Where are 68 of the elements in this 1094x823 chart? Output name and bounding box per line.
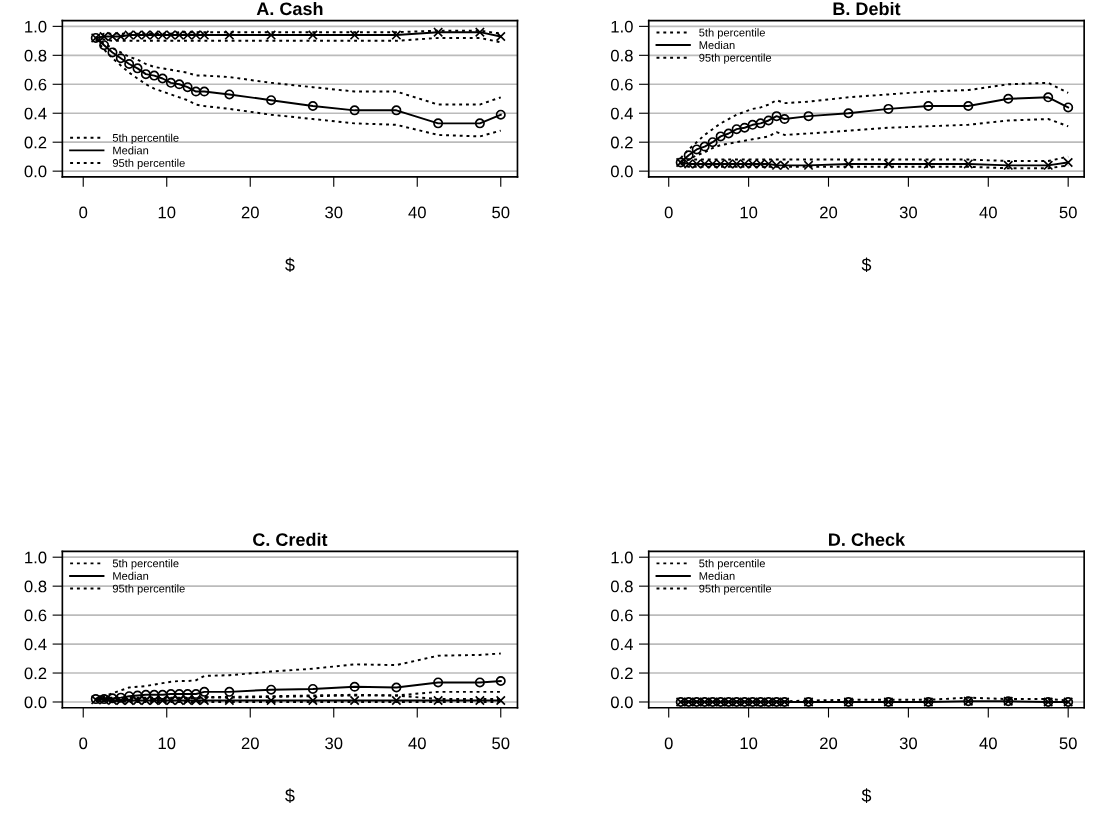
x-tick-label: 10 bbox=[740, 206, 758, 219]
x-tick-label: 20 bbox=[241, 206, 259, 219]
legend-label: 5th percentile bbox=[112, 133, 179, 145]
y-tick-label: 0.4 bbox=[610, 638, 633, 651]
legend-label: 5th percentile bbox=[699, 559, 765, 570]
y-tick-label: 0.8 bbox=[24, 580, 47, 593]
x-tick-label: 0 bbox=[664, 206, 673, 219]
y-tick-label: 0.8 bbox=[24, 49, 47, 62]
y-tick-label: 0.0 bbox=[610, 165, 633, 178]
y-tick-label: 0.2 bbox=[610, 667, 633, 680]
x-tick-label: 0 bbox=[664, 737, 673, 750]
legend-label: Median bbox=[113, 571, 149, 580]
x-tick-label: 40 bbox=[979, 206, 997, 219]
x-tick-label: 40 bbox=[979, 737, 997, 750]
y-tick-label: 0.2 bbox=[24, 667, 47, 680]
legend-label: 95th percentile bbox=[112, 158, 185, 170]
x-tick-label: 30 bbox=[325, 737, 343, 750]
x-tick-label: 10 bbox=[158, 206, 176, 219]
x-tick-label: 50 bbox=[1059, 206, 1077, 219]
chart-title: A. Cash bbox=[256, 1, 323, 16]
y-tick-label: 0.6 bbox=[610, 78, 633, 91]
x-tick-label: 50 bbox=[492, 737, 510, 750]
chart-title: B. Debit bbox=[833, 1, 901, 16]
legend-label: 5th percentile bbox=[112, 559, 179, 570]
y-tick-label: 1.0 bbox=[25, 20, 47, 33]
y-tick-label: 0.4 bbox=[610, 107, 633, 120]
x-tick-label: 50 bbox=[492, 206, 510, 219]
legend-label: 95th percentile bbox=[112, 584, 185, 595]
y-tick-label: 0.0 bbox=[24, 165, 47, 178]
x-axis-title: $ bbox=[285, 788, 295, 803]
x-tick-label: 30 bbox=[899, 737, 918, 750]
legend-label: 5th percentile bbox=[699, 28, 765, 39]
legend-label: Median bbox=[699, 40, 735, 50]
legend-label: 95th percentile bbox=[699, 584, 772, 595]
chart-title: D. Check bbox=[829, 532, 906, 547]
x-tick-label: 10 bbox=[158, 737, 176, 750]
x-tick-label: 40 bbox=[408, 206, 426, 219]
y-tick-label: 0.2 bbox=[24, 136, 47, 149]
x-tick-label: 0 bbox=[79, 206, 88, 219]
x-tick-label: 10 bbox=[740, 737, 758, 750]
y-tick-label: 0.4 bbox=[24, 638, 47, 651]
x-tick-label: 20 bbox=[241, 737, 259, 750]
x-tick-label: 40 bbox=[408, 737, 426, 750]
x-tick-label: 20 bbox=[820, 737, 838, 750]
legend-label: Median bbox=[113, 146, 149, 155]
y-tick-label: 0.0 bbox=[24, 696, 47, 709]
y-tick-label: 0.2 bbox=[610, 136, 633, 149]
x-axis-title: $ bbox=[861, 257, 872, 273]
x-tick-label: 0 bbox=[79, 737, 88, 750]
x-tick-label: 30 bbox=[899, 206, 918, 219]
y-tick-label: 1.0 bbox=[611, 551, 633, 564]
x-tick-label: 50 bbox=[1059, 737, 1077, 750]
y-tick-label: 0.6 bbox=[24, 78, 47, 91]
y-tick-label: 1.0 bbox=[611, 20, 633, 33]
x-axis-title: $ bbox=[285, 257, 295, 273]
legend-label: 95th percentile bbox=[699, 53, 772, 64]
legend-label: Median bbox=[699, 571, 735, 580]
y-tick-label: 1.0 bbox=[25, 551, 47, 564]
chart-title: C. Credit bbox=[253, 532, 328, 547]
x-tick-label: 30 bbox=[325, 206, 343, 219]
x-axis-title: $ bbox=[861, 788, 872, 803]
y-tick-label: 0.8 bbox=[610, 49, 633, 62]
y-tick-label: 0.6 bbox=[24, 609, 47, 622]
y-tick-label: 0.4 bbox=[24, 107, 47, 120]
y-tick-label: 0.6 bbox=[610, 609, 633, 622]
y-tick-label: 0.0 bbox=[610, 696, 633, 709]
x-tick-label: 20 bbox=[820, 206, 838, 219]
y-tick-label: 0.8 bbox=[610, 580, 633, 593]
